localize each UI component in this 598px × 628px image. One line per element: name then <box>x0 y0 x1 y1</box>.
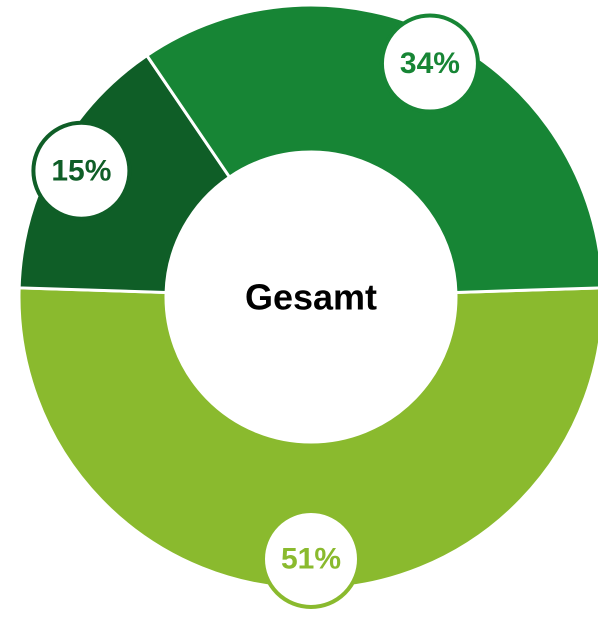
value-label: 34% <box>400 47 460 80</box>
value-label: 51% <box>281 543 341 576</box>
label-badge <box>379 13 480 114</box>
label-badge <box>31 120 132 221</box>
center-label: Gesamt <box>245 277 377 318</box>
donut-hole <box>166 152 456 442</box>
labels: 51% 15% 34% <box>31 13 480 609</box>
segments <box>17 3 598 591</box>
value-label: 15% <box>51 154 111 187</box>
label-badge <box>261 509 361 609</box>
